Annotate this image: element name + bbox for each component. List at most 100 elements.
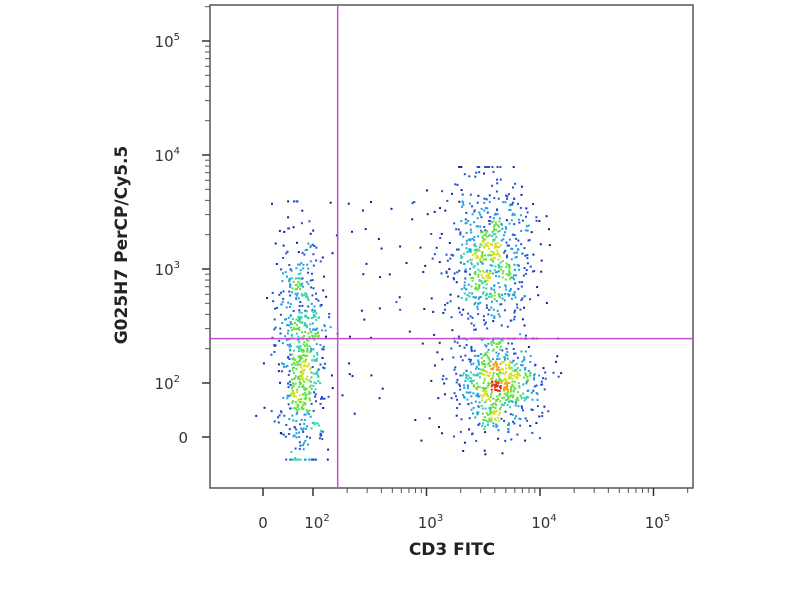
data-point [444,209,447,212]
data-point [310,302,313,305]
data-point [527,224,530,227]
data-point [292,419,295,422]
data-point [312,458,315,461]
data-point [465,374,467,376]
data-point [492,367,495,369]
data-point [306,375,309,378]
data-point [513,278,516,281]
data-point [488,412,491,415]
data-point [458,344,461,347]
data-point [473,349,476,352]
data-point [477,275,480,278]
data-point [323,362,326,365]
data-point [282,272,284,275]
data-point [519,374,522,377]
data-point [491,377,494,380]
data-point [517,239,520,242]
data-point [493,294,496,297]
data-point [497,389,499,392]
data-point [481,281,484,284]
data-point [516,377,518,380]
data-point [482,382,485,384]
data-point [490,403,493,406]
data-point [487,342,490,345]
data-point [299,444,302,447]
data-point [351,375,354,377]
data-point [468,417,471,420]
data-point [522,383,525,386]
data-point [321,357,324,359]
data-point [297,360,300,363]
data-point [484,242,487,245]
data-point [335,234,338,237]
data-point [315,359,318,362]
data-point [273,351,276,353]
data-point [314,393,317,396]
data-point [510,319,513,322]
data-point [302,348,305,351]
data-point [480,404,483,407]
data-point [463,284,466,287]
data-point [498,341,501,344]
data-point [411,202,414,205]
data-point [506,264,509,267]
data-point [466,378,469,381]
data-point [294,377,297,380]
data-point [287,355,290,358]
data-point [483,379,486,382]
data-point [496,213,499,216]
data-point [483,246,486,249]
data-point [320,397,322,400]
data-point [489,272,491,274]
data-point [504,249,507,252]
data-point [289,268,292,271]
data-point [473,354,476,357]
data-point [297,403,299,406]
data-point [463,395,465,398]
data-point [295,327,298,330]
data-point [504,226,507,229]
data-point [315,319,318,321]
data-point [470,277,473,279]
data-point [518,417,521,420]
data-point [273,344,276,347]
data-point [483,234,486,237]
data-point [295,428,298,431]
data-point [517,264,520,267]
data-point [487,383,490,386]
data-point [301,361,304,364]
data-point [481,254,484,257]
data-point [307,305,310,308]
data-point [535,219,538,222]
data-point [310,402,313,405]
data-point [297,347,300,350]
data-point [492,341,495,344]
data-point [495,378,498,381]
data-point [525,215,527,218]
data-point [455,372,458,375]
data-point [539,243,542,246]
data-point [318,316,321,319]
data-point [504,378,507,381]
data-point [445,253,448,256]
data-point [316,353,319,356]
data-point [504,358,506,361]
data-point [455,281,458,284]
data-point [306,411,309,414]
data-point [469,193,472,196]
data-point [499,178,502,181]
data-point [490,341,493,344]
data-point [466,251,469,253]
data-point [465,221,468,224]
data-point [530,408,533,411]
data-point [287,403,290,406]
data-point [541,411,544,414]
data-point [472,379,475,382]
data-point [538,220,541,223]
data-point [485,274,488,277]
data-point [468,273,471,276]
data-point [495,300,498,303]
data-point [500,345,502,348]
data-point [500,324,503,327]
data-point [485,399,488,402]
